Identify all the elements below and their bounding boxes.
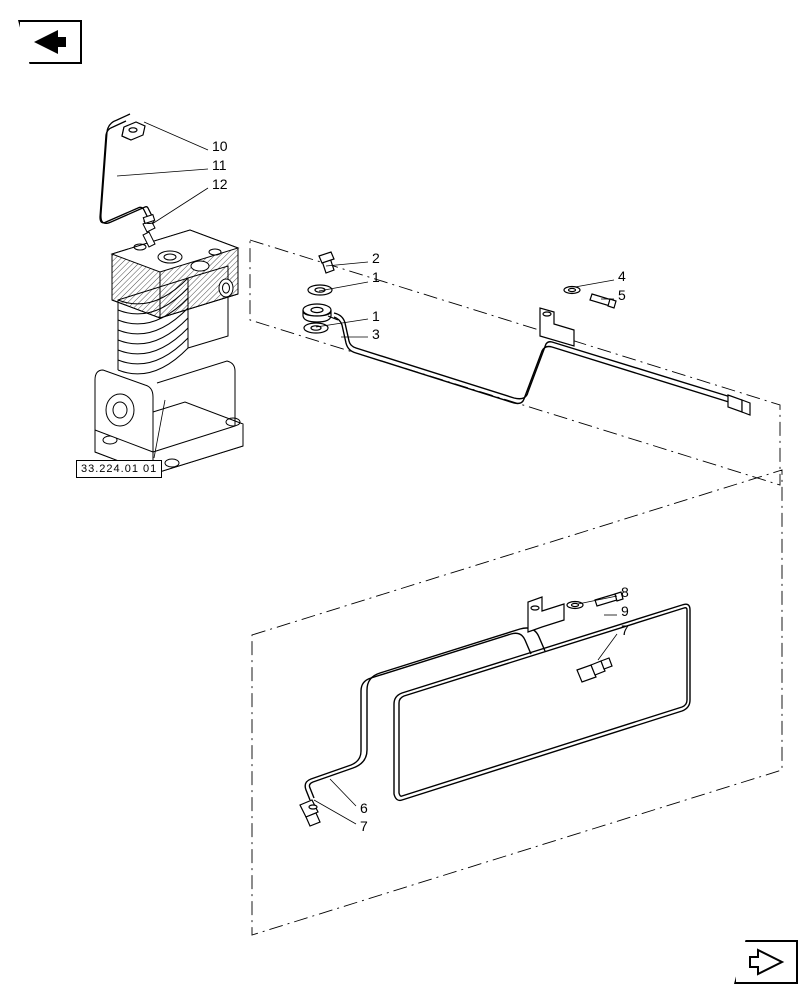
diagram-container: 33.224.01 01 10 11 12 2 1 1 3 4 5 8 9 7 … [0,0,812,1000]
compressor-assembly [95,219,243,475]
callout-12: 12 [212,176,228,192]
cooling-loop [394,604,690,800]
callout-10: 10 [212,138,228,154]
callout-9: 9 [621,603,629,619]
callout-7a: 7 [621,622,629,638]
callout-5: 5 [618,287,626,303]
callout-1b: 1 [372,308,380,324]
banjo-stack [303,252,338,333]
tube-nut-10 [122,122,145,140]
upper-envelope [250,240,780,485]
callout-1a: 1 [372,269,380,285]
lower-envelope [252,470,782,935]
pipe3-end-nut [728,395,750,415]
fitting-7-loop [577,658,612,682]
callout-4: 4 [618,268,626,284]
callout-8: 8 [621,584,629,600]
pipe-3 [334,313,734,404]
callout-3: 3 [372,326,380,342]
callout-2: 2 [372,250,380,266]
callout-7b: 7 [360,818,368,834]
technical-drawing [0,0,812,1000]
callout-6: 6 [360,800,368,816]
fitting-7-lower [300,800,320,826]
callout-11: 11 [212,157,227,173]
assembly-reference: 33.224.01 01 [76,460,162,478]
bracket-4-5 [540,287,616,347]
pipe-6 [305,628,545,800]
